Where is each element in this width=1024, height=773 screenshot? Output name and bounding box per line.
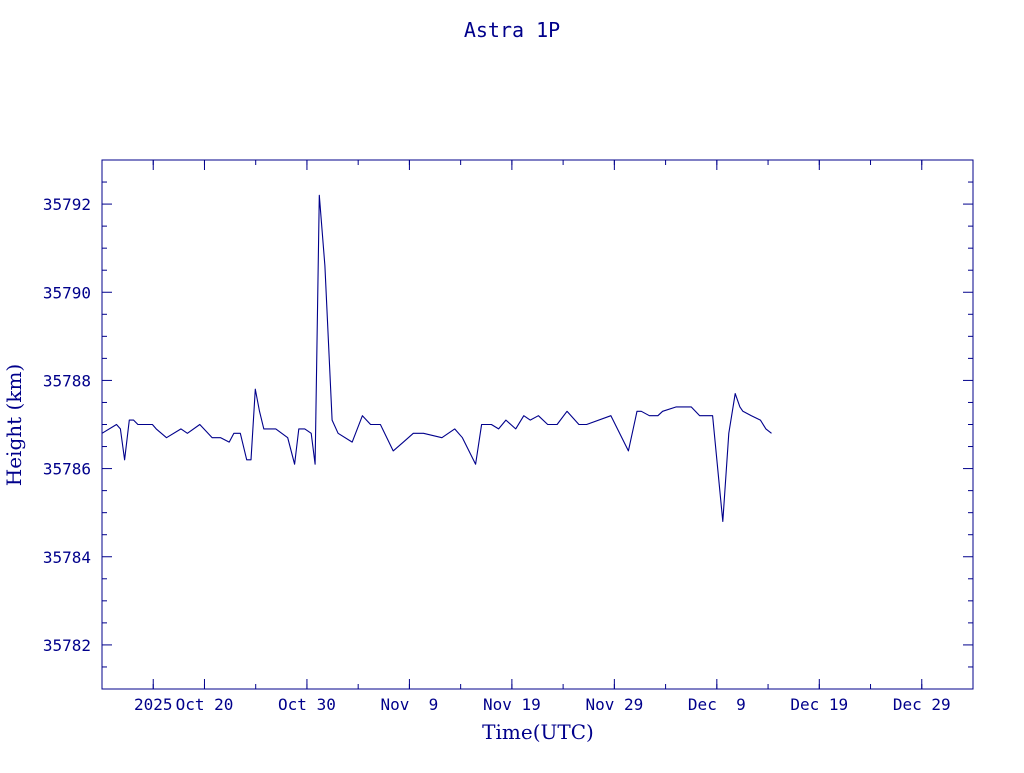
y-axis-title: Height (km)	[2, 364, 26, 486]
y-tick-label: 35792	[43, 195, 91, 214]
y-tick-label: 35786	[43, 460, 91, 479]
x-tick-label: Dec 19	[790, 695, 848, 714]
x-tick-label: 2025	[134, 695, 173, 714]
chart-title: Astra 1P	[464, 18, 560, 42]
y-tick-label: 35790	[43, 283, 91, 302]
y-tick-label: 35788	[43, 371, 91, 390]
y-tick-label: 35784	[43, 548, 91, 567]
series-layer	[101, 194, 772, 523]
y-axis: 35782 35784 35786 35788 35790 35792	[43, 159, 973, 690]
x-axis: 2025 Oct 20 Oct 30 Nov 9 Nov 19 Nov 29 Dec 9 De…	[134, 160, 951, 714]
x-tick-label: Oct 20	[176, 695, 234, 714]
y-tick-label: 35782	[43, 636, 91, 655]
altitude-series-line	[101, 194, 772, 523]
x-tick-label: Dec 9	[688, 695, 746, 714]
x-tick-label: Nov 19	[483, 695, 541, 714]
x-tick-label: Oct 30	[278, 695, 336, 714]
x-axis-title: Time(UTC)	[482, 720, 594, 744]
x-tick-label: Nov 9	[381, 695, 439, 714]
x-tick-label: Dec 29	[893, 695, 951, 714]
x-tick-label: Nov 29	[585, 695, 643, 714]
plot-frame	[101, 159, 974, 690]
